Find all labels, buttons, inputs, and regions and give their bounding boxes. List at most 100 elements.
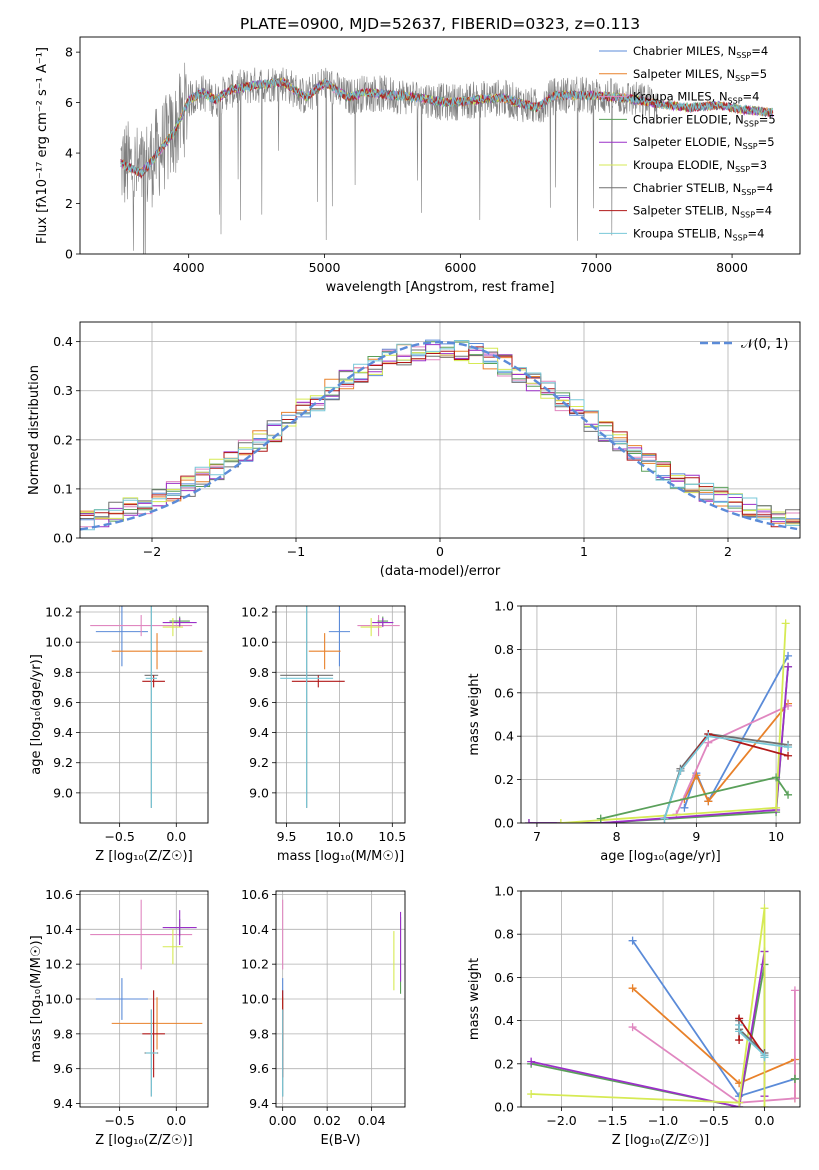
grid-weight_vs_age (521, 605, 800, 824)
legend-label-sub: SSP (728, 97, 743, 106)
y-tick-label: 9.0 (249, 785, 269, 800)
x-tick-label: 0.02 (313, 1113, 341, 1128)
x-tick-label: 4000 (173, 260, 205, 275)
point-marker (628, 984, 637, 993)
legend-label-main: Kroupa STELIB, N (633, 226, 733, 240)
legend-label: Salpeter MILES, NSSP=5 (633, 67, 767, 83)
axes-frame (520, 890, 801, 1108)
legend-label-main: Chabrier STELIB, N (633, 181, 741, 195)
legend-label-sub: SSP (735, 74, 750, 83)
errorbar-kroupa_elodie (162, 618, 184, 637)
y-tick-label: 10.0 (45, 992, 73, 1007)
point-marker (784, 651, 793, 660)
panel-mass_vs_Z: −0.5 0.0 9.4 9.6 9.8 10.0 10.2 10.4 10.6 Z [log₁₀… (29, 887, 209, 1148)
series-kroupa_miles (632, 990, 796, 1104)
x-tick-label: −2 (143, 544, 161, 559)
point-marker (704, 797, 713, 806)
point-marker (735, 1036, 744, 1045)
point-marker (790, 1094, 799, 1103)
y-tick-label: 10.4 (45, 922, 73, 937)
x-axis-label: (data-model)/error (380, 564, 501, 579)
x-axis-label: E(B-V) (320, 1133, 360, 1148)
legend-label-count: =4 (751, 44, 768, 58)
y-tick-label: 0.4 (53, 334, 73, 349)
legend-label-sub: SSP (741, 188, 756, 197)
legend-label-count: =4 (755, 204, 772, 218)
plot-residuals (80, 339, 800, 531)
plot-weight_vs_Z (527, 904, 799, 1107)
y-tick-label: 0.2 (53, 432, 73, 447)
y-tick-label: 10.2 (241, 957, 269, 972)
x-tick-label: 5000 (309, 260, 341, 275)
y-tick-label: 4 (65, 146, 73, 161)
errorbar-kroupa_miles (357, 615, 400, 637)
y-tick-label: 10.2 (45, 605, 73, 620)
x-axis-label: Z [log₁₀(Z/Z☉)] (612, 1133, 709, 1148)
legend-label: Kroupa ELODIE, NSSP=3 (633, 158, 767, 174)
series-chabrier_stelib (663, 733, 789, 819)
legend-label-main: Salpeter STELIB, N (633, 204, 740, 218)
errorbar-chabrier_miles (328, 606, 351, 667)
y-tick-label: 8 (65, 45, 73, 60)
y-tick-label: 9.4 (53, 725, 73, 740)
point-marker (680, 803, 689, 812)
errorbar-salpeter_elodie (162, 618, 197, 628)
plot-spectrum (120, 62, 774, 254)
x-tick-label: 0 (436, 544, 444, 559)
legend-label-count: =5 (758, 135, 775, 149)
y-tick-label: 9.2 (53, 755, 73, 770)
errorbar-salpeter_stelib (142, 675, 165, 688)
errorbar-salpeter_miles (111, 997, 203, 1050)
histogram-salpeter_stelib (80, 346, 800, 528)
legend-label-sub: SSP (736, 51, 751, 60)
point-marker (784, 751, 793, 760)
y-tick-label: 9.4 (249, 1096, 269, 1111)
point-marker (781, 619, 790, 628)
x-tick-label: 10 (768, 829, 784, 844)
y-tick-label: 10.0 (241, 992, 269, 1007)
y-tick-label: 9.6 (249, 695, 269, 710)
grid-age_vs_mass (276, 606, 405, 823)
y-axis-label: mass weight (467, 673, 482, 755)
x-tick-label: 6000 (444, 260, 476, 275)
legend-label-count: =5 (750, 67, 767, 81)
legend-label-count: =4 (743, 90, 760, 104)
legend-label-main: Kroupa ELODIE, N (633, 158, 735, 172)
legend-label-count: =4 (756, 181, 773, 195)
y-tick-label: 1.0 (494, 599, 514, 614)
y-tick-label: 0.1 (53, 481, 73, 496)
legend-label-main: Kroupa MILES, N (633, 90, 728, 104)
y-tick-label: 0.8 (494, 927, 514, 942)
errorbar-salpeter_elodie (372, 618, 394, 628)
series-salpeter_elodie (529, 666, 789, 823)
x-tick-label: 1 (580, 544, 588, 559)
x-tick-label: 8 (613, 829, 621, 844)
y-tick-label: 10.0 (241, 635, 269, 650)
y-tick-label: 10.2 (45, 957, 73, 972)
y-axis-label: age [log₁₀(age/yr)] (29, 654, 44, 775)
errorbar-salpeter_stelib (142, 990, 165, 1078)
axes-frame (275, 890, 406, 1108)
y-tick-label: 9.4 (53, 1096, 73, 1111)
axes-frame (79, 36, 801, 255)
legend-label-sub: SSP (735, 165, 750, 174)
point-marker (790, 1074, 799, 1083)
point-marker (527, 1057, 536, 1066)
legend-label: Salpeter ELODIE, NSSP=5 (633, 135, 775, 151)
legend-label: 𝒩(0, 1) (741, 337, 788, 352)
x-tick-label: −0.5 (104, 829, 134, 844)
x-tick-label: 0.0 (166, 1113, 186, 1128)
x-tick-label: −1.0 (648, 1113, 678, 1128)
y-tick-label: 6 (65, 95, 73, 110)
errorbar-kroupa_miles (90, 615, 193, 637)
errorbar-chabrier_miles (95, 978, 148, 1020)
point-marker (760, 1053, 769, 1062)
legend-label-sub: SSP (744, 119, 759, 128)
x-tick-label: −2.0 (546, 1113, 576, 1128)
panel-weight_vs_Z: −2.0 −1.5 −1.0 −0.5 0.0 0.0 0.2 0.4 0.6 0.8 1.0 Z [… (467, 884, 801, 1148)
x-tick-label: 7 (533, 829, 541, 844)
x-tick-label: 8000 (716, 260, 748, 275)
errorbar-salpeter_elodie (162, 910, 197, 945)
point-marker (772, 773, 781, 782)
histogram-kroupa_stelib (80, 340, 800, 531)
